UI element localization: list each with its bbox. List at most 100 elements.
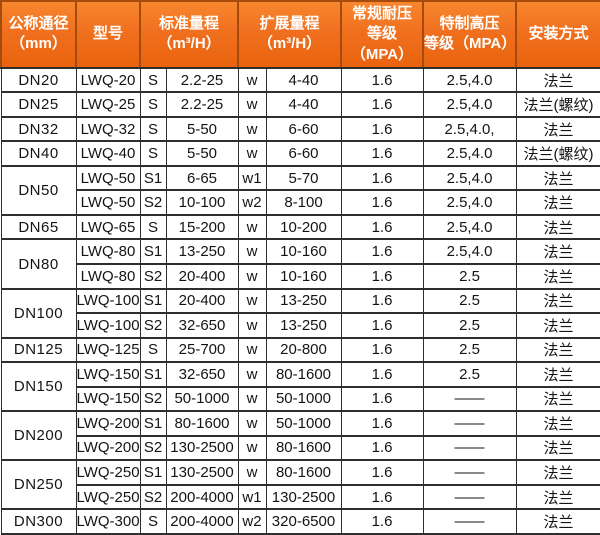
cell-installation: 法兰 (515, 508, 600, 535)
header-standard-pressure-rating: 常规耐压 等级（MPA） (340, 0, 424, 69)
table-row: DN25 LWQ-25 S 2.2-25 w 4-40 1.6 2.5,4.0 法兰(螺纹) (0, 91, 600, 118)
cell-standard-range-letter: S1 (139, 238, 167, 265)
cell-model: LWQ-50 (75, 164, 141, 192)
cell-standard-range-value: 13-250 (165, 238, 239, 265)
cell-dn: DN300 (0, 508, 77, 535)
cell-high-pressure: —— (422, 434, 517, 462)
cell-standard-pressure: 1.6 (340, 361, 424, 388)
cell-dn: DN250 (0, 459, 77, 511)
cell-standard-range-letter: S2 (139, 385, 167, 413)
cell-dn: DN40 (0, 140, 77, 167)
cell-installation: 法兰 (515, 312, 600, 339)
cell-standard-pressure: 1.6 (340, 410, 424, 437)
cell-standard-pressure: 1.6 (340, 483, 424, 511)
cell-model: LWQ-80 (75, 238, 141, 265)
cell-standard-range-value: 130-2500 (165, 459, 239, 486)
cell-extended-range-letter: w (237, 213, 267, 241)
cell-standard-range-value: 5-50 (165, 140, 239, 167)
cell-installation: 法兰 (515, 483, 600, 511)
cell-standard-range-letter: S2 (139, 189, 167, 216)
cell-high-pressure: —— (422, 459, 517, 486)
cell-extended-range-letter: w1 (237, 164, 267, 192)
table-row: LWQ-100 S2 32-650 w 13-250 1.6 2.5 法兰 (1, 312, 600, 339)
cell-model: LWQ-25 (75, 91, 141, 118)
cell-model: LWQ-100 (75, 287, 141, 315)
cell-standard-range-letter: S1 (139, 287, 167, 315)
cell-extended-range-value: 10-160 (265, 238, 342, 265)
cell-installation: 法兰 (515, 238, 600, 265)
cell-dn: DN20 (0, 66, 77, 94)
cell-standard-pressure: 1.6 (340, 164, 424, 192)
cell-high-pressure: 2.5,4.0 (422, 66, 517, 94)
cell-model: LWQ-150 (75, 385, 141, 413)
cell-standard-range-value: 2.2-25 (165, 66, 239, 94)
cell-high-pressure: —— (422, 508, 517, 535)
cell-extended-range-letter: w2 (237, 508, 267, 535)
cell-model: LWQ-250 (75, 483, 141, 511)
cell-extended-range-letter: w (237, 385, 267, 413)
cell-extended-range-letter: w (237, 336, 267, 364)
table-row: DN65 LWQ-65 S 15-200 w 10-200 1.6 2.5,4.0 法兰 (0, 213, 600, 241)
cell-extended-range-letter: w (237, 361, 267, 388)
cell-standard-pressure: 1.6 (340, 459, 424, 486)
cell-standard-range-letter: S (139, 140, 167, 167)
cell-standard-range-letter: S2 (139, 434, 167, 462)
cell-extended-range-letter: w2 (237, 189, 267, 216)
cell-installation: 法兰 (515, 385, 600, 413)
cell-installation: 法兰(螺纹) (515, 140, 600, 167)
cell-extended-range-value: 130-2500 (265, 483, 342, 511)
cell-high-pressure: 2.5,4.0 (422, 189, 517, 216)
cell-standard-pressure: 1.6 (340, 238, 424, 265)
cell-standard-pressure: 1.6 (340, 434, 424, 462)
cell-dn: DN150 (0, 361, 77, 413)
cell-installation: 法兰 (515, 336, 600, 364)
cell-standard-range-value: 50-1000 (165, 385, 239, 413)
cell-standard-range-value: 6-65 (165, 164, 239, 192)
cell-standard-range-value: 20-400 (165, 287, 239, 315)
cell-standard-range-letter: S1 (139, 164, 167, 192)
cell-extended-range-letter: w (237, 287, 267, 315)
cell-standard-pressure: 1.6 (340, 189, 424, 216)
cell-installation: 法兰 (515, 263, 600, 290)
cell-high-pressure: 2.5 (422, 312, 517, 339)
cell-extended-range-value: 13-250 (265, 287, 342, 315)
cell-extended-range-value: 50-1000 (265, 410, 342, 437)
cell-extended-range-value: 50-1000 (265, 385, 342, 413)
header-installation-method: 安装方式 (515, 0, 600, 69)
cell-high-pressure: 2.5,4.0 (422, 238, 517, 265)
cell-model: LWQ-65 (75, 213, 141, 241)
cell-dn: DN100 (0, 287, 77, 339)
cell-installation: 法兰 (515, 213, 600, 241)
table-row: LWQ-80 S2 20-400 w 10-160 1.6 2.5 法兰 (1, 263, 600, 290)
cell-high-pressure: 2.5,4.0, (422, 115, 517, 143)
cell-high-pressure: —— (422, 483, 517, 511)
cell-standard-range-value: 5-50 (165, 115, 239, 143)
table-row: DN300 LWQ-300 S 200-4000 w2 320-6500 1.6 —— 法兰 (0, 508, 600, 535)
cell-extended-range-letter: w (237, 263, 267, 290)
cell-extended-range-value: 80-1600 (265, 361, 342, 388)
cell-standard-pressure: 1.6 (340, 115, 424, 143)
cell-dn: DN65 (0, 213, 77, 241)
cell-dn: DN32 (0, 115, 77, 143)
table-row: LWQ-200 S2 130-2500 w 80-1600 1.6 —— 法兰 (1, 434, 600, 462)
cell-extended-range-letter: w (237, 312, 267, 339)
cell-installation: 法兰 (515, 164, 600, 192)
cell-dn: DN50 (0, 164, 77, 216)
cell-high-pressure: 2.5,4.0 (422, 213, 517, 241)
cell-standard-range-letter: S1 (139, 410, 167, 437)
table-row: DN250 LWQ-250 S1 130-2500 w 80-1600 1.6 —— 法兰 (0, 459, 600, 511)
cell-standard-pressure: 1.6 (340, 287, 424, 315)
cell-dn: DN80 (0, 238, 77, 290)
cell-standard-range-value: 200-4000 (165, 483, 239, 511)
cell-standard-range-value: 80-1600 (165, 410, 239, 437)
cell-high-pressure: 2.5 (422, 287, 517, 315)
table-row: DN150 LWQ-150 S1 32-650 w 80-1600 1.6 2.5 法兰 (0, 361, 600, 413)
cell-extended-range-value: 10-160 (265, 263, 342, 290)
cell-high-pressure: 2.5 (422, 361, 517, 388)
cell-model: LWQ-80 (75, 263, 141, 290)
cell-standard-range-letter: S (139, 336, 167, 364)
cell-installation: 法兰 (515, 410, 600, 437)
cell-standard-range-value: 20-400 (165, 263, 239, 290)
cell-extended-range-letter: w (237, 410, 267, 437)
